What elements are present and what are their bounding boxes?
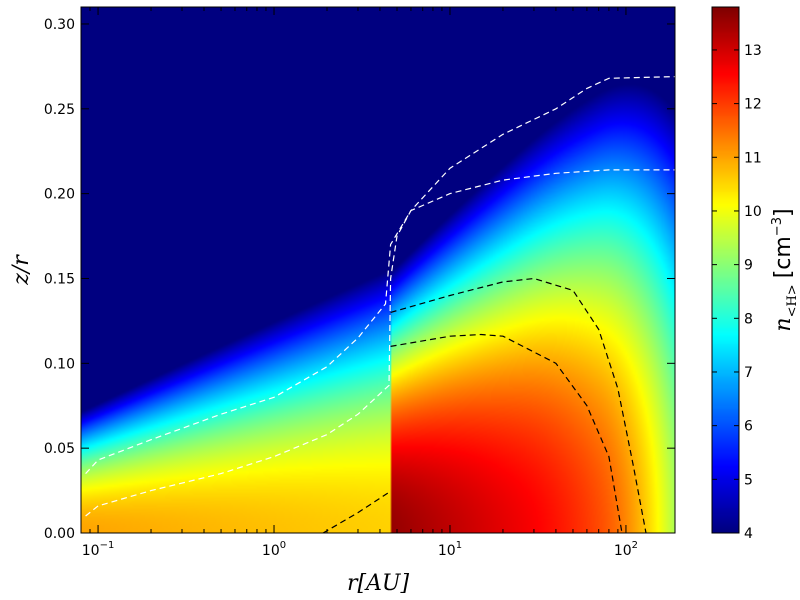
- y-axis-ticks: 0.00 0.05 0.10 0.15 0.20 0.25 0.30: [44, 17, 675, 542]
- y-tick-label: 0.10: [44, 356, 75, 372]
- x-tick-label: 101: [438, 540, 462, 559]
- y-tick-label: 0.15: [44, 271, 75, 287]
- colorbar-tick-label: 7: [744, 365, 753, 381]
- x-tick-label: 102: [614, 540, 638, 559]
- colorbar-tick-label: 10: [744, 204, 762, 220]
- contour-line-5: [322, 491, 390, 533]
- y-tick-label: 0.25: [44, 102, 75, 118]
- colorbar-tick-label: 4: [744, 526, 753, 542]
- contour-line-2: [85, 76, 675, 517]
- y-tick-label: 0.30: [44, 17, 75, 33]
- plot-area: [81, 7, 675, 533]
- colorbar-tick-label: 5: [744, 472, 753, 488]
- x-tick-label: 100: [262, 540, 286, 559]
- colorbar: 4 5 6 7 8 9 10 11 12 13 n<H>[cm−3]: [711, 6, 800, 542]
- colorbar-gradient: [712, 7, 739, 533]
- colorbar-tick-label: 9: [744, 258, 753, 274]
- contour-line-1: [85, 169, 675, 475]
- contour-lines: [85, 76, 675, 533]
- colorbar-ticks: 4 5 6 7 8 9 10 11 12 13: [712, 43, 762, 542]
- y-axis-label: z/r: [9, 254, 34, 286]
- colorbar-tick-label: 12: [744, 97, 762, 113]
- contour-line-4: [390, 333, 623, 533]
- y-tick-label: 0.05: [44, 441, 75, 457]
- colorbar-frame: [711, 6, 740, 534]
- colorbar-label: n<H>[cm−3]: [770, 208, 800, 331]
- x-axis-ticks: 10−1 100 101 102: [80, 7, 638, 559]
- colorbar-tick-label: 11: [744, 150, 762, 166]
- y-tick-label: 0.00: [44, 526, 75, 542]
- colorbar-tick-label: 8: [744, 311, 753, 327]
- x-tick-label: 10−1: [82, 540, 115, 559]
- colorbar-tick-label: 6: [744, 419, 753, 435]
- plot-frame: [80, 6, 676, 534]
- heatmap-image: [81, 7, 675, 533]
- y-tick-label: 0.20: [44, 187, 75, 203]
- colorbar-tick-label: 13: [744, 43, 762, 59]
- x-axis-label: r[AU]: [347, 571, 410, 596]
